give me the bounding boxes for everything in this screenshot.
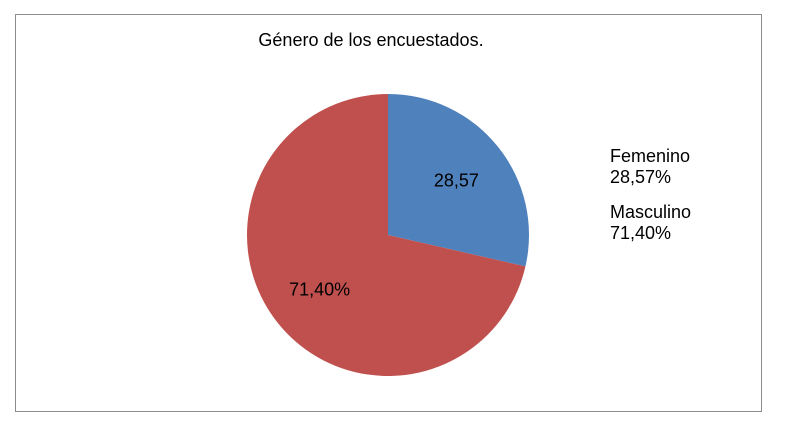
data-label-femenino: 28,57 (434, 171, 479, 191)
chart-title: Género de los encuestados. (258, 30, 484, 50)
pie-slice-masculino (247, 94, 526, 377)
chart-area: Género de los encuestados. 28,57 71,40% F… (15, 14, 762, 412)
legend-value: 71,40% (610, 223, 672, 243)
pie-chart: 28,57 71,40% (247, 94, 529, 377)
pie-slice-femenino (388, 94, 529, 267)
legend-entry-masculino: Masculino 71,40% (610, 202, 691, 244)
legend-entry-femenino: Femenino 28,57% (610, 146, 691, 188)
legend: Femenino 28,57% Masculino 71,40% (610, 146, 691, 258)
legend-label: Femenino (610, 146, 691, 166)
data-label-masculino: 71,40% (289, 279, 350, 299)
legend-value: 28,57% (610, 167, 672, 187)
legend-label: Masculino (610, 202, 692, 222)
